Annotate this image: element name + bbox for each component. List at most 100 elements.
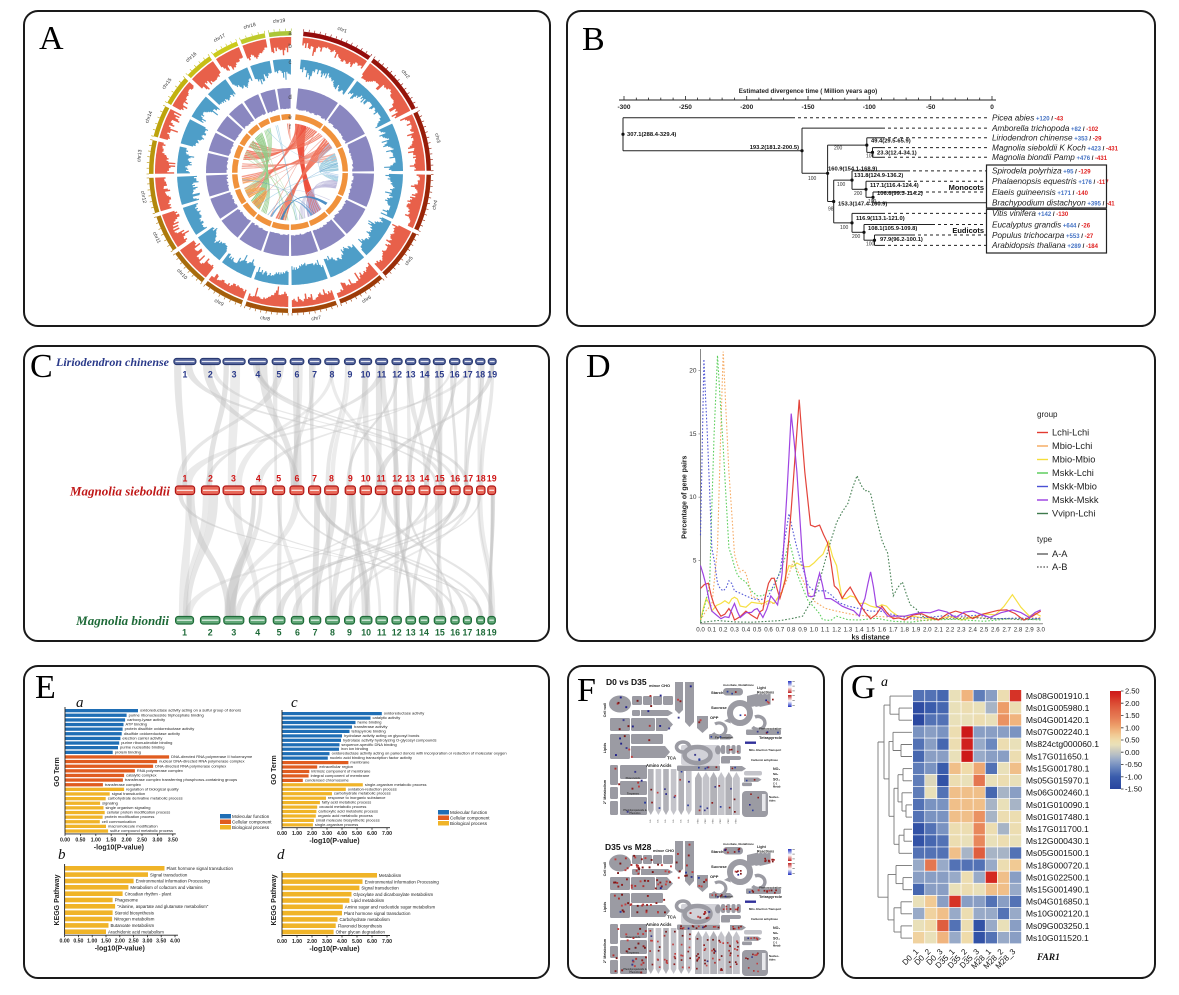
- svg-text:chr14: chr14: [144, 110, 154, 124]
- svg-text:Mskk-Lchi: Mskk-Lchi: [1052, 468, 1094, 478]
- svg-text:Sucrose: Sucrose: [711, 864, 728, 869]
- svg-text:OPP: OPP: [710, 874, 719, 879]
- svg-text:d: d: [277, 847, 285, 863]
- svg-text:fatty acid metabolic process: fatty acid metabolic process: [322, 800, 371, 805]
- svg-text:Phenylpropanoids &: Phenylpropanoids &: [623, 809, 647, 812]
- svg-text:7.00: 7.00: [382, 831, 392, 837]
- svg-text:type: type: [1037, 535, 1053, 544]
- svg-text:Environmental Information Proc: Environmental Information Processing: [136, 879, 211, 884]
- svg-text:sulfur compound metabolic proc: sulfur compound metabolic process: [110, 828, 173, 833]
- svg-text:Monocots: Monocots: [949, 183, 984, 192]
- svg-text:116.9(113.1-121.0): 116.9(113.1-121.0): [856, 216, 905, 222]
- svg-text:2.0: 2.0: [923, 626, 932, 633]
- svg-text:100: 100: [840, 225, 849, 231]
- svg-text:9: 9: [347, 370, 352, 380]
- svg-text:"Alanine, aspartate and glutam: "Alanine, aspartate and glutamate metabo…: [117, 904, 209, 909]
- svg-text:Fermentation: Fermentation: [715, 894, 734, 898]
- svg-text:Amborella trichopoda +82 / -10: Amborella trichopoda +82 / -102: [991, 124, 1099, 133]
- svg-text:Plant hormone signal transduct: Plant hormone signal transduction: [344, 911, 411, 916]
- svg-text:9: 9: [348, 474, 353, 484]
- svg-text:1.2: 1.2: [832, 626, 841, 633]
- svg-text:Ms01G010090.1: Ms01G010090.1: [1026, 800, 1090, 810]
- svg-text:97.9(96.2-100.1): 97.9(96.2-100.1): [880, 237, 923, 243]
- svg-text:D35 vs M28: D35 vs M28: [605, 842, 652, 852]
- svg-text:Photorespiration: Photorespiration: [759, 886, 782, 890]
- svg-text:Lipid metabolism: Lipid metabolism: [351, 898, 384, 903]
- svg-text:C-1: C-1: [773, 941, 778, 945]
- svg-text:Ms18G000720.1: Ms18G000720.1: [1026, 860, 1090, 870]
- svg-text:7: 7: [312, 474, 317, 484]
- svg-text:carboxy-lyase activity: carboxy-lyase activity: [127, 717, 165, 722]
- svg-text:1.5: 1.5: [866, 626, 875, 633]
- svg-text:Ms05G015970.1: Ms05G015970.1: [1026, 776, 1090, 786]
- svg-text:131.8(124.9-136.2): 131.8(124.9-136.2): [854, 173, 903, 179]
- svg-text:a.a.: a.a.: [680, 819, 682, 823]
- svg-text:Carbonic anhydrase: Carbonic anhydrase: [751, 758, 778, 762]
- svg-text:1.00: 1.00: [91, 837, 101, 843]
- svg-text:purine nucleotide binding: purine nucleotide binding: [120, 745, 164, 750]
- svg-text:100: 100: [866, 242, 875, 248]
- svg-text:b: b: [288, 44, 292, 50]
- svg-text:2.5: 2.5: [980, 626, 989, 633]
- svg-text:DNA-directed RNA polymerase II: DNA-directed RNA polymerase II holoenzym…: [171, 754, 253, 759]
- svg-text:4.00: 4.00: [337, 939, 347, 945]
- svg-text:chr11: chr11: [151, 231, 162, 245]
- svg-text:condensed chromosome: condensed chromosome: [305, 777, 350, 782]
- svg-text:0.4: 0.4: [742, 626, 751, 633]
- svg-text:3: 3: [231, 474, 236, 484]
- svg-text:2.50: 2.50: [1125, 687, 1140, 696]
- svg-text:-1.00: -1.00: [1125, 772, 1142, 781]
- svg-text:Starch: Starch: [711, 690, 724, 695]
- svg-text:20: 20: [689, 368, 697, 375]
- svg-text:a.a.: a.a.: [658, 978, 660, 979]
- svg-text:chr2: chr2: [400, 69, 411, 80]
- svg-text:4.00: 4.00: [170, 939, 180, 945]
- svg-text:200: 200: [852, 234, 861, 240]
- svg-text:Ms06G002460.1: Ms06G002460.1: [1026, 788, 1090, 798]
- svg-text:a.a.: a.a.: [688, 819, 690, 823]
- svg-text:Ms15G001780.1: Ms15G001780.1: [1026, 763, 1090, 773]
- svg-text:3: 3: [231, 628, 236, 638]
- svg-text:3.00: 3.00: [322, 831, 332, 837]
- svg-text:Nucleo-: Nucleo-: [769, 954, 779, 958]
- svg-text:2° Metabolism: 2° Metabolism: [603, 939, 607, 963]
- svg-text:0.8: 0.8: [787, 626, 796, 633]
- svg-text:0.3: 0.3: [730, 626, 739, 633]
- svg-text:6.00: 6.00: [367, 831, 377, 837]
- svg-text:14: 14: [419, 628, 429, 638]
- svg-text:2.50: 2.50: [137, 837, 147, 843]
- svg-text:ks distance: ks distance: [852, 634, 890, 641]
- svg-text:chr19: chr19: [273, 18, 286, 25]
- svg-text:2.2: 2.2: [946, 626, 955, 633]
- svg-text:Mbio-Mbio: Mbio-Mbio: [1052, 455, 1095, 465]
- svg-text:1.50: 1.50: [101, 939, 111, 945]
- svg-text:cell communication: cell communication: [102, 819, 136, 824]
- svg-text:3.00: 3.00: [322, 939, 332, 945]
- svg-text:disulfide oxidoreductase activ: disulfide oxidoreductase activity: [124, 731, 180, 736]
- svg-text:12: 12: [392, 370, 402, 380]
- svg-text:Liriodendron chinense: Liriodendron chinense: [55, 355, 170, 369]
- svg-text:10: 10: [361, 628, 371, 638]
- svg-text:-log10(P-value): -log10(P-value): [94, 844, 144, 851]
- svg-text:oxidoreductase activity: oxidoreductase activity: [384, 711, 424, 716]
- svg-text:13: 13: [405, 474, 415, 484]
- svg-text:chr16: chr16: [185, 51, 199, 64]
- svg-text:Light: Light: [757, 686, 767, 690]
- svg-text:ATP binding: ATP binding: [126, 722, 147, 727]
- svg-text:misc: misc: [728, 977, 730, 979]
- svg-text:200: 200: [834, 146, 843, 152]
- svg-text:RNA polymerase complex: RNA polymerase complex: [137, 768, 183, 773]
- svg-text:3.50: 3.50: [168, 837, 178, 843]
- svg-text:Other glycan degradation: Other glycan degradation: [336, 930, 386, 935]
- svg-text:Phenolics: Phenolics: [629, 812, 641, 815]
- svg-text:misc: misc: [705, 818, 707, 824]
- svg-text:Ms05G001500.1: Ms05G001500.1: [1026, 848, 1090, 858]
- svg-text:misc: misc: [697, 818, 699, 824]
- svg-text:160.9(154.1-168.9): 160.9(154.1-168.9): [828, 166, 877, 172]
- svg-text:Steroid biosynthesis: Steroid biosynthesis: [115, 910, 155, 915]
- svg-text:Lipids: Lipids: [603, 743, 607, 754]
- svg-text:Picea abies +120 / -43: Picea abies +120 / -43: [992, 114, 1064, 123]
- svg-text:SO₄: SO₄: [773, 937, 780, 941]
- svg-text:Ms01G005980.1: Ms01G005980.1: [1026, 703, 1090, 713]
- svg-text:2.4: 2.4: [968, 626, 977, 633]
